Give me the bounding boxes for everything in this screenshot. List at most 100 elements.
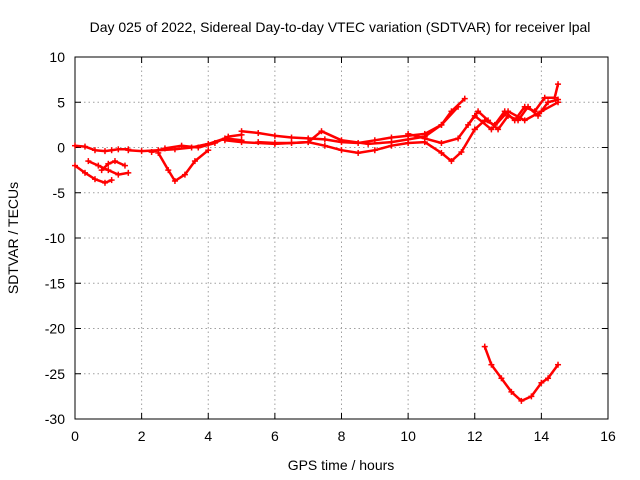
data-point	[438, 149, 445, 156]
data-point	[511, 117, 518, 124]
y-tick-label: 10	[49, 49, 65, 65]
data-point	[305, 139, 312, 146]
data-point	[488, 126, 495, 133]
data-point	[528, 393, 535, 400]
data-point	[91, 147, 98, 154]
y-tick-label: -10	[45, 230, 65, 246]
y-tick-label: 5	[57, 94, 65, 110]
data-point	[495, 126, 502, 133]
data-point	[555, 96, 562, 103]
data-point	[171, 177, 178, 184]
data-point	[455, 135, 462, 142]
y-tick-label: -20	[45, 321, 65, 337]
data-point	[388, 142, 395, 149]
data-point	[355, 149, 362, 156]
data-point	[108, 147, 115, 154]
data-point	[91, 176, 98, 183]
data-point	[471, 126, 478, 133]
data-point	[72, 162, 78, 169]
data-point	[501, 108, 508, 115]
data-point	[371, 147, 378, 154]
data-point	[551, 94, 558, 101]
data-point	[405, 130, 412, 137]
data-point	[521, 103, 528, 110]
data-series	[72, 81, 562, 404]
data-point	[518, 397, 525, 404]
data-point	[95, 162, 102, 169]
x-tick-label: 8	[338, 428, 346, 444]
data-point	[491, 121, 498, 128]
data-point	[545, 375, 552, 382]
data-point	[498, 375, 505, 382]
data-point	[125, 147, 132, 154]
y-tick-label: 0	[57, 140, 65, 156]
data-point	[125, 169, 132, 176]
data-point	[98, 167, 105, 174]
data-point	[475, 108, 482, 115]
data-point	[221, 137, 228, 144]
x-axis-label: GPS time / hours	[288, 457, 395, 473]
data-point	[271, 132, 278, 139]
y-tick-label: -25	[45, 366, 65, 382]
y-tick-label: -15	[45, 275, 65, 291]
data-point	[121, 162, 128, 169]
data-point	[318, 128, 325, 135]
data-point	[405, 139, 412, 146]
axis-ticks: 0 2 4 6 8 10 12 14 16 -30 -25 -20 -15 -10 -5 0 5 10	[45, 49, 616, 444]
data-point	[288, 134, 295, 141]
data-point	[255, 130, 262, 137]
data-point	[288, 139, 295, 146]
data-point	[541, 94, 548, 101]
y-tick-label: -30	[45, 411, 65, 427]
x-tick-label: 12	[467, 428, 483, 444]
data-point	[81, 169, 88, 176]
data-point	[108, 177, 115, 184]
data-point	[555, 81, 562, 88]
data-point	[81, 143, 88, 150]
data-point	[545, 99, 552, 106]
data-point	[181, 171, 188, 178]
x-tick-label: 4	[204, 428, 212, 444]
grid	[75, 57, 608, 419]
data-point	[101, 179, 108, 186]
data-point	[535, 112, 542, 119]
data-point	[458, 149, 465, 156]
data-point	[138, 148, 145, 155]
data-point	[465, 121, 472, 128]
data-point	[338, 137, 345, 144]
series-line	[473, 82, 560, 131]
series-line	[100, 159, 127, 172]
data-point	[238, 139, 245, 146]
data-point	[321, 136, 328, 143]
data-point	[105, 167, 112, 174]
data-point	[105, 160, 112, 167]
data-point	[521, 117, 528, 124]
data-point	[438, 121, 445, 128]
data-point	[165, 167, 172, 174]
data-point	[191, 158, 198, 165]
data-point	[101, 148, 108, 155]
y-tick-label: -5	[53, 185, 66, 201]
data-point	[148, 149, 155, 156]
data-point	[211, 139, 218, 146]
data-point	[225, 133, 232, 140]
x-tick-label: 10	[400, 428, 416, 444]
x-tick-label: 16	[600, 428, 616, 444]
series-line	[223, 97, 467, 146]
data-point	[205, 147, 212, 154]
data-point	[111, 158, 118, 165]
data-point	[448, 108, 455, 115]
x-tick-label: 2	[138, 428, 146, 444]
data-point	[488, 361, 495, 368]
data-point	[508, 388, 515, 395]
data-point	[531, 108, 538, 115]
data-point	[421, 135, 428, 142]
data-point	[85, 158, 92, 165]
x-tick-label: 14	[534, 428, 550, 444]
data-point	[338, 147, 345, 154]
series-line	[157, 148, 210, 183]
series-line	[256, 128, 477, 163]
data-point	[448, 158, 455, 165]
x-tick-label: 6	[271, 428, 279, 444]
y-axis-label: SDTVAR / TECUs	[5, 182, 21, 294]
